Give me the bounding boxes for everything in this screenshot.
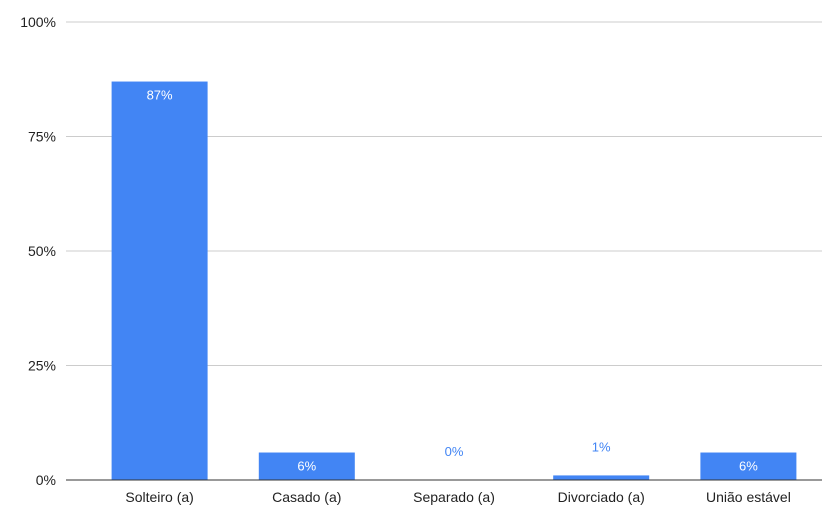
data-label: 6%: [297, 459, 316, 474]
y-tick-label: 100%: [20, 14, 56, 30]
y-tick-label: 25%: [28, 358, 56, 374]
y-axis-tick-labels: 0% 25% 50% 75% 100%: [20, 14, 56, 488]
y-tick-label: 75%: [28, 129, 56, 145]
x-tick-label: Divorciado (a): [558, 489, 645, 505]
data-label: 1%: [592, 439, 611, 454]
bar: [111, 81, 208, 480]
x-tick-label: Separado (a): [413, 489, 495, 505]
y-tick-label: 0%: [36, 472, 56, 488]
x-axis-tick-labels: Solteiro (a) Casado (a) Separado (a) Divorc…: [125, 489, 790, 505]
x-tick-label: União estável: [706, 489, 791, 505]
data-label: 0%: [445, 444, 464, 459]
y-tick-label: 50%: [28, 243, 56, 259]
bar: [258, 452, 355, 480]
data-label: 87%: [147, 88, 173, 103]
bars: [111, 81, 797, 480]
bar: [700, 452, 797, 480]
x-tick-label: Solteiro (a): [125, 489, 193, 505]
data-labels: 87% 6% 0% 1% 6%: [147, 88, 759, 474]
data-label: 6%: [739, 459, 758, 474]
bar: [553, 475, 650, 480]
x-tick-label: Casado (a): [272, 489, 341, 505]
